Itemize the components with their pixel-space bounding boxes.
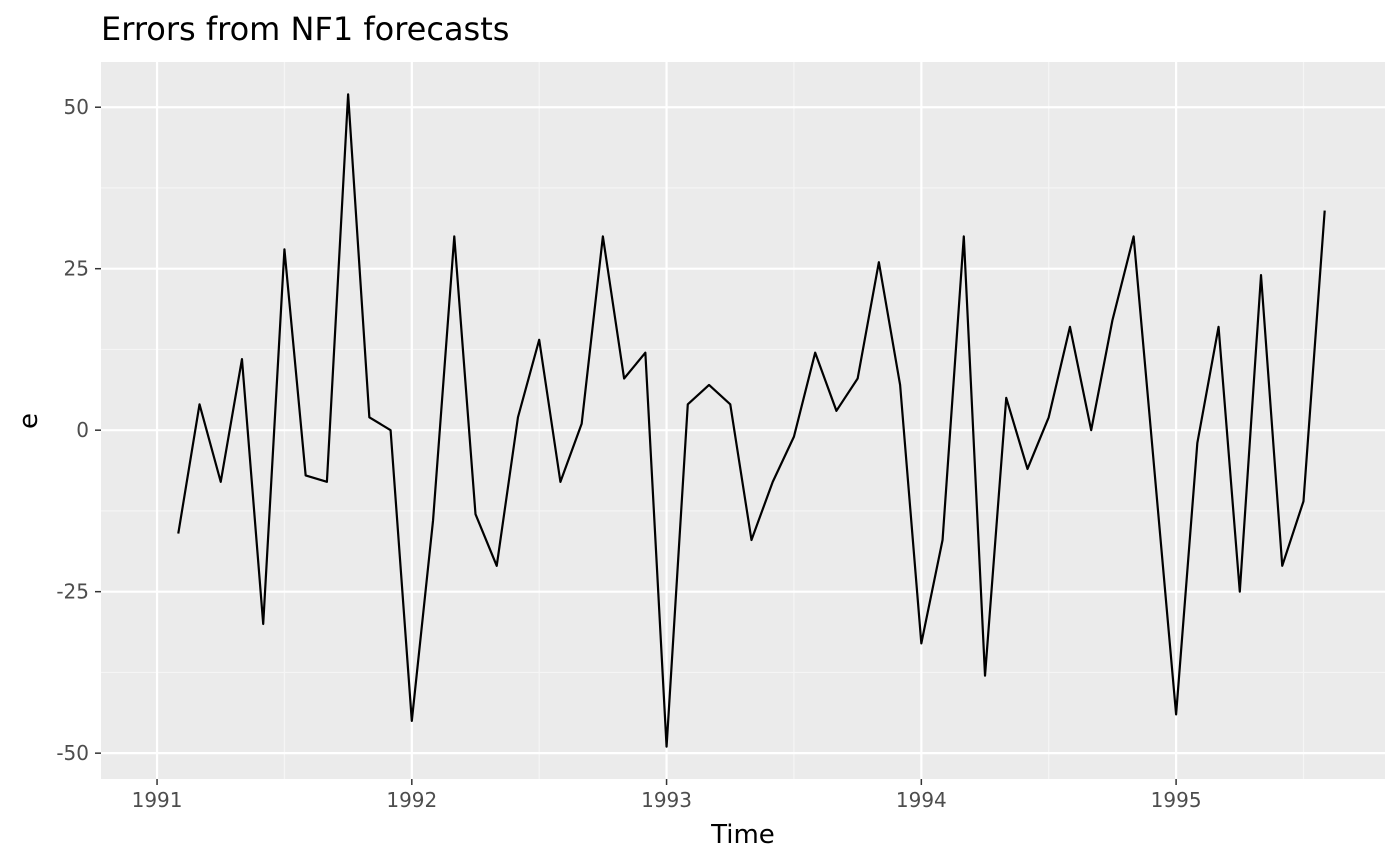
y-tick-label: -50: [56, 741, 89, 765]
plot-panel: [101, 62, 1385, 779]
y-axis-title: e: [14, 413, 44, 429]
y-tick-label: -25: [56, 580, 89, 604]
y-tick-label: 50: [64, 95, 89, 119]
x-tick-label: 1994: [896, 788, 947, 812]
x-axis-title: Time: [710, 820, 775, 850]
y-axis: -50 -25 0 25 50: [56, 95, 101, 765]
major-grid: [101, 62, 1385, 779]
x-tick-label: 1995: [1151, 788, 1202, 812]
chart-title: Errors from NF1 forecasts: [101, 10, 509, 48]
series-line-e: [177, 93, 1326, 748]
x-axis: 1991 1992 1993 1994 1995: [132, 779, 1202, 812]
x-tick-label: 1991: [132, 788, 183, 812]
x-tick-label: 1992: [386, 788, 437, 812]
x-tick-label: 1993: [641, 788, 692, 812]
minor-grid: [101, 62, 1385, 779]
y-tick-label: 0: [76, 418, 89, 442]
y-tick-label: 25: [64, 257, 89, 281]
